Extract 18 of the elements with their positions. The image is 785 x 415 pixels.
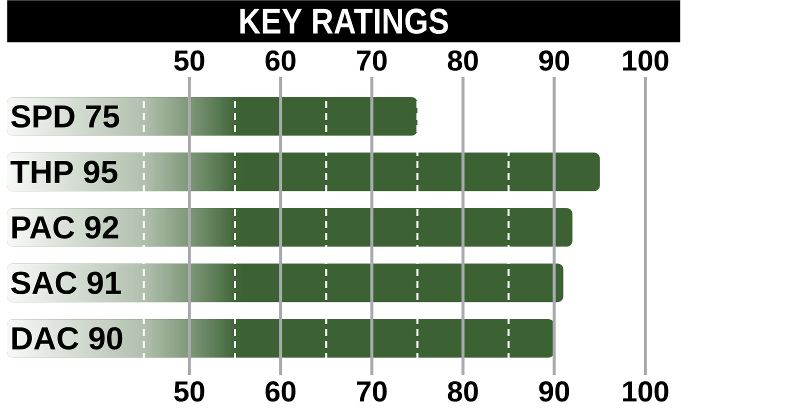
x2-tick-label: 70	[356, 50, 387, 71]
x-tick-label: 60	[266, 381, 296, 402]
x-tick-label: 70	[356, 381, 387, 402]
x2-tick-label: 50	[174, 50, 204, 71]
x-tick-label: 90	[539, 381, 570, 402]
x-tick-label: 50	[174, 381, 204, 402]
y-tick-label: THP 95	[10, 160, 118, 184]
x-tick-label: 80	[448, 381, 478, 402]
chart-title: KEY RATINGS	[240, 8, 448, 34]
x2-tick-label: 90	[539, 50, 570, 71]
y-tick-label: SPD 75	[11, 105, 120, 128]
y-tick-label: PAC 92	[12, 216, 118, 239]
x-tick-label: 100	[623, 381, 668, 402]
x2-tick-label: 100	[623, 50, 668, 71]
x2-tick-label: 60	[266, 50, 296, 71]
x2-tick-label: 80	[448, 50, 478, 71]
y-tick-label: SAC 91	[11, 272, 121, 294]
y-tick-label: DAC 90	[12, 327, 122, 350]
